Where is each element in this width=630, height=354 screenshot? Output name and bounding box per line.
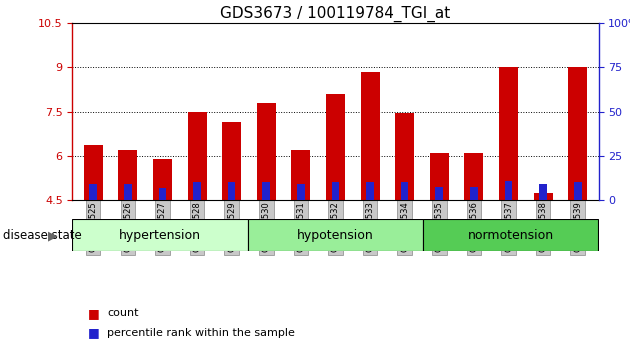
- Bar: [159, 188, 166, 200]
- Bar: [534, 193, 553, 200]
- Bar: [568, 67, 587, 200]
- Text: count: count: [107, 308, 139, 318]
- Bar: [89, 184, 97, 200]
- Bar: [470, 187, 478, 200]
- Bar: [188, 112, 207, 200]
- Bar: [574, 182, 581, 200]
- Text: ▶: ▶: [49, 229, 58, 242]
- Bar: [228, 182, 236, 200]
- Bar: [430, 153, 449, 200]
- Text: percentile rank within the sample: percentile rank within the sample: [107, 328, 295, 338]
- Bar: [505, 181, 512, 200]
- Bar: [435, 187, 443, 200]
- Bar: [72, 219, 248, 251]
- Text: ■: ■: [88, 307, 100, 320]
- Bar: [124, 184, 132, 200]
- Bar: [153, 159, 172, 200]
- Bar: [291, 150, 311, 200]
- Text: disease state: disease state: [3, 229, 82, 242]
- Bar: [118, 150, 137, 200]
- Bar: [263, 182, 270, 200]
- Bar: [326, 94, 345, 200]
- Bar: [499, 67, 518, 200]
- Bar: [248, 219, 423, 251]
- Bar: [366, 182, 374, 200]
- Title: GDS3673 / 100119784_TGI_at: GDS3673 / 100119784_TGI_at: [220, 5, 450, 22]
- Bar: [539, 184, 547, 200]
- Bar: [84, 145, 103, 200]
- Bar: [423, 219, 598, 251]
- Bar: [331, 182, 340, 200]
- Bar: [401, 182, 408, 200]
- Text: ■: ■: [88, 326, 100, 339]
- Bar: [297, 184, 305, 200]
- Text: hypotension: hypotension: [297, 229, 374, 242]
- Bar: [464, 153, 483, 200]
- Text: hypertension: hypertension: [119, 229, 201, 242]
- Bar: [222, 122, 241, 200]
- Bar: [395, 113, 414, 200]
- Text: normotension: normotension: [467, 229, 554, 242]
- Bar: [257, 103, 276, 200]
- Bar: [193, 182, 201, 200]
- Bar: [360, 72, 380, 200]
